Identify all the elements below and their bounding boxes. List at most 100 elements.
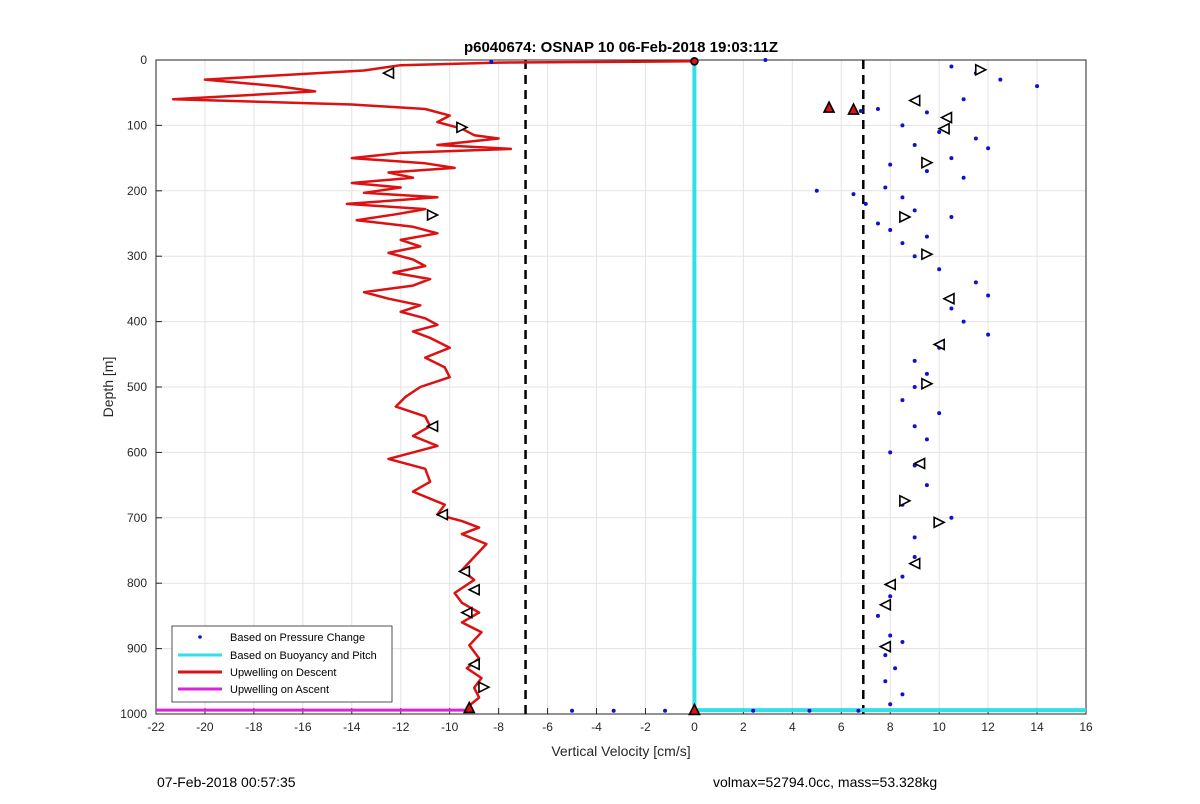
pressure-point xyxy=(489,59,494,64)
pressure-point xyxy=(900,123,905,128)
pressure-point xyxy=(912,208,917,213)
marker-tri-right xyxy=(921,247,934,261)
marker-tri-right xyxy=(899,210,912,224)
pressure-point xyxy=(924,110,929,115)
threshold-lines xyxy=(524,60,865,714)
x-tick-label: 10 xyxy=(932,720,946,734)
y-tick-label: 700 xyxy=(127,511,147,525)
pressure-point xyxy=(883,185,888,190)
x-axis-label: Vertical Velocity [cm/s] xyxy=(551,743,690,759)
marker-tri-left xyxy=(883,578,897,591)
pressure-point xyxy=(888,450,893,455)
pressure-point xyxy=(888,594,893,599)
marker-tri-up xyxy=(822,100,836,113)
x-tick-label: -16 xyxy=(294,720,312,734)
pressure-point xyxy=(949,156,954,161)
pressure-point xyxy=(912,385,917,389)
marker-tri-left xyxy=(425,419,439,433)
pressure-point xyxy=(949,306,954,311)
pressure-point xyxy=(875,107,880,112)
marker-tri-left xyxy=(467,658,480,671)
pressure-point xyxy=(961,175,966,180)
marker-tri-right xyxy=(921,156,934,169)
marker-circle xyxy=(690,57,699,66)
x-tick-label: 0 xyxy=(691,720,698,734)
pressure-point xyxy=(570,708,575,713)
x-tick-label: -22 xyxy=(147,720,165,734)
y-axis-label: Depth [m] xyxy=(100,357,116,418)
x-tick-label: -6 xyxy=(542,720,553,734)
x-tick-label: -18 xyxy=(245,720,263,734)
pressure-point xyxy=(883,653,888,658)
pressure-point xyxy=(924,169,929,174)
x-tick-label: -10 xyxy=(441,720,459,734)
marker-tri-right xyxy=(478,680,491,694)
footer-volmax-mass: volmax=52794.0cc, mass=53.328kg xyxy=(713,774,938,790)
pressure-point xyxy=(751,708,756,713)
pressure-point xyxy=(807,708,812,713)
marker-tri-left xyxy=(878,640,892,653)
x-tick-label: -20 xyxy=(196,720,214,734)
x-tick-label: 6 xyxy=(838,720,845,734)
marker-tri-right xyxy=(426,208,440,222)
marker-tri-left xyxy=(467,583,480,597)
pressure-point xyxy=(900,195,905,200)
pressure-point xyxy=(949,515,954,520)
y-tick-label: 300 xyxy=(127,249,147,263)
pressure-point xyxy=(900,574,905,579)
x-tick-label: 2 xyxy=(740,720,747,734)
marker-tri-right xyxy=(933,516,946,529)
pressure-point xyxy=(888,633,893,638)
pressure-point xyxy=(961,319,966,324)
legend-label-ascent: Upwelling on Ascent xyxy=(230,684,329,696)
y-tick-label: 600 xyxy=(127,445,147,459)
pressure-point xyxy=(888,702,893,707)
pressure-point xyxy=(937,267,942,272)
pressure-point xyxy=(663,708,668,713)
pressure-point xyxy=(986,293,991,298)
pressure-point xyxy=(900,241,905,246)
pressure-point xyxy=(912,555,917,560)
x-tick-label: -2 xyxy=(640,720,651,734)
series-group xyxy=(156,58,1086,713)
pressure-point xyxy=(611,708,616,713)
pressure-point xyxy=(961,97,966,102)
pressure-point xyxy=(912,254,917,259)
pressure-point xyxy=(986,146,991,151)
pressure-point xyxy=(924,371,929,376)
marker-tri-right xyxy=(974,63,988,77)
x-tick-label: -4 xyxy=(591,720,602,734)
marker-tri-left xyxy=(907,557,921,570)
marker-tri-left xyxy=(381,66,395,80)
pressure-point xyxy=(900,692,905,697)
y-tick-label: 1000 xyxy=(120,707,147,721)
pressure-point xyxy=(875,613,880,618)
pressure-point xyxy=(883,679,888,684)
marker-tri-up xyxy=(688,702,701,716)
pressure-point xyxy=(924,234,929,239)
marker-tri-left xyxy=(937,122,950,135)
pressure-point xyxy=(937,129,942,134)
y-tick-label: 800 xyxy=(127,576,147,590)
pressure-point xyxy=(900,640,905,645)
x-tick-label: -8 xyxy=(493,720,504,734)
x-tick-label: 8 xyxy=(887,720,894,734)
marker-tri-left xyxy=(912,457,926,470)
pressure-point xyxy=(912,143,917,148)
marker-tri-left xyxy=(942,292,955,306)
pressure-point xyxy=(973,280,978,285)
x-tick-label: 4 xyxy=(789,720,796,734)
descent-series-line xyxy=(171,60,695,711)
marker-tri-left xyxy=(457,565,471,578)
pressure-point xyxy=(900,398,905,403)
marker-tri-right xyxy=(456,121,469,134)
pressure-point xyxy=(912,535,917,540)
marker-tri-left xyxy=(435,508,449,521)
pressure-point xyxy=(856,708,861,713)
x-tick-label: -12 xyxy=(392,720,410,734)
y-tick-label: 100 xyxy=(127,118,147,132)
marker-tri-left xyxy=(460,606,473,619)
y-tick-label: 0 xyxy=(140,53,147,67)
pressure-point xyxy=(924,483,929,488)
pressure-point xyxy=(949,214,954,219)
